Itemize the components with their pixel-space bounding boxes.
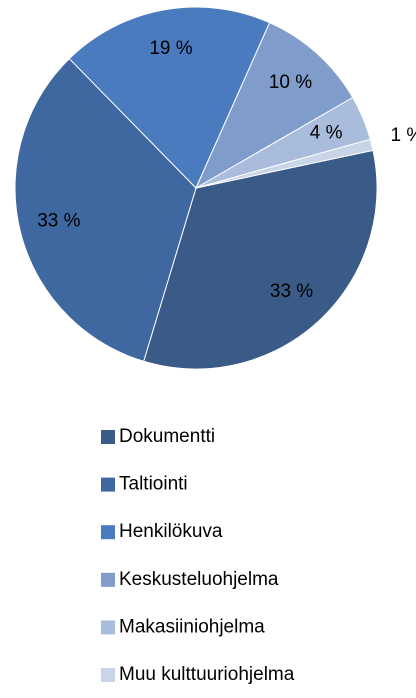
data-label: 4 % <box>310 122 343 143</box>
legend-label: Keskusteluohjelma <box>119 569 279 590</box>
data-label: 1 % <box>391 125 416 146</box>
pie-slice <box>195 138 374 189</box>
legend-swatch <box>101 477 115 492</box>
data-label: 33 % <box>270 281 313 302</box>
pie-slice <box>68 6 271 189</box>
legend-label: Taltiointi <box>119 474 188 495</box>
data-label: 19 % <box>149 38 192 59</box>
data-label: 33 % <box>37 211 80 232</box>
pie-slice <box>143 149 378 370</box>
legend-label: Makasiiniohjelma <box>119 616 265 637</box>
legend-label: Muu kulttuuriohjelma <box>119 664 295 685</box>
legend-swatch <box>101 525 115 540</box>
legend-swatch <box>101 668 115 682</box>
legend-swatch <box>101 572 115 587</box>
legend-swatch <box>101 430 115 444</box>
legend-label: Henkilökuva <box>119 521 223 542</box>
legend-swatch <box>101 620 115 635</box>
data-label: 10 % <box>269 72 312 93</box>
pie-slice <box>14 57 197 362</box>
legend-label: Dokumentti <box>119 426 215 447</box>
pie-slice <box>194 21 354 190</box>
